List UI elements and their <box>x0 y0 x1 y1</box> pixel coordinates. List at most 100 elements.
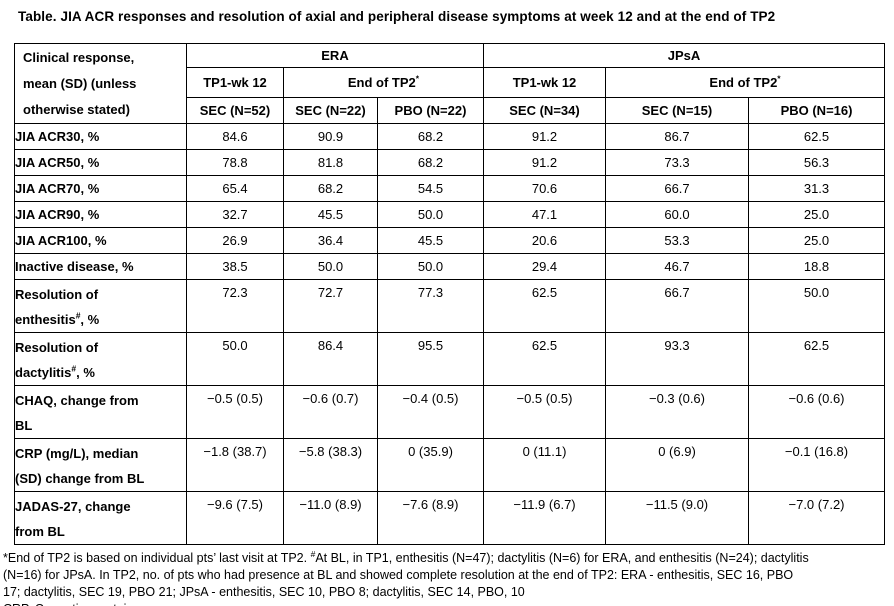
row-label: Resolution of enthesitis#, % <box>14 279 187 333</box>
data-cell: 62.5 <box>747 332 886 386</box>
data-cell: 25.0 <box>747 227 886 254</box>
data-cell: −11.9 (6.7) <box>483 491 606 545</box>
row-label: JIA ACR50, % <box>14 149 187 176</box>
row-label-line2: enthesitis#, % <box>15 307 186 332</box>
data-cell: 45.5 <box>377 227 484 254</box>
header-era-end-text: End of TP2 <box>347 74 416 90</box>
data-cell: 93.3 <box>605 332 749 386</box>
data-cell: −9.6 (7.5) <box>186 491 284 545</box>
table-row-acr50: JIA ACR50, % 78.8 81.8 68.2 91.2 73.3 56… <box>14 149 886 176</box>
footnote-text: *End of TP2 is based on individual pts’ … <box>3 551 311 565</box>
data-cell: 62.5 <box>483 332 606 386</box>
header-clinical-response: Clinical response, mean (SD) (unless oth… <box>14 43 187 124</box>
data-cell: 91.2 <box>483 149 606 176</box>
table-row-resolution-enthesitis: Resolution of enthesitis#, % 72.3 72.7 7… <box>14 279 886 333</box>
row-label-line1: Resolution of <box>15 340 99 355</box>
data-cell: −0.1 (16.8) <box>747 438 886 492</box>
header-col-era-sec22: SEC (N=22) <box>283 96 378 125</box>
table-row-acr90: JIA ACR90, % 32.7 45.5 50.0 47.1 60.0 25… <box>14 201 886 228</box>
row-label: JADAS-27, change from BL <box>14 491 187 545</box>
data-cell: 26.9 <box>186 227 284 254</box>
header-col0-line1: Clinical response, <box>23 50 135 65</box>
data-cell: 31.3 <box>747 175 886 202</box>
table-row-acr100: JIA ACR100, % 26.9 36.4 45.5 20.6 53.3 2… <box>14 227 886 254</box>
row-label: JIA ACR30, % <box>14 123 187 150</box>
data-cell: −1.8 (38.7) <box>186 438 284 492</box>
data-cell: 0 (6.9) <box>605 438 749 492</box>
header-era-end-of-tp2: End of TP2* <box>283 67 484 98</box>
hash-superscript: # <box>310 548 316 559</box>
data-cell: 68.2 <box>283 175 378 202</box>
results-table: Clinical response, mean (SD) (unless oth… <box>14 42 886 545</box>
data-cell: 0 (35.9) <box>377 438 484 492</box>
data-cell: 77.3 <box>377 279 484 333</box>
data-cell: 91.2 <box>483 123 606 150</box>
data-cell: 66.7 <box>605 279 749 333</box>
data-cell: 50.0 <box>377 201 484 228</box>
row-label: CHAQ, change from BL <box>14 385 187 439</box>
header-col-era-pbo22: PBO (N=22) <box>377 96 484 125</box>
row-label: JIA ACR100, % <box>14 227 187 254</box>
data-cell: 32.7 <box>186 201 284 228</box>
header-col-jpsa-pbo16: PBO (N=16) <box>747 96 886 125</box>
data-cell: 50.0 <box>186 332 284 386</box>
row-label-text: enthesitis <box>15 312 76 327</box>
data-cell: 50.0 <box>747 279 886 333</box>
data-cell: 68.2 <box>377 149 484 176</box>
header-row-timepoints: TP1-wk 12 End of TP2* TP1-wk 12 End of T… <box>15 67 886 98</box>
row-label-line2: from BL <box>15 524 65 539</box>
data-cell: 66.7 <box>605 175 749 202</box>
data-cell: 84.6 <box>186 123 284 150</box>
footnote-line2: (N=16) for JPsA. In TP2, no. of pts who … <box>3 568 794 582</box>
header-jpsa-tp1wk12: TP1-wk 12 <box>483 67 606 98</box>
header-group-jpsa: JPsA <box>482 42 886 69</box>
header-jpsa-end-of-tp2: End of TP2* <box>604 67 886 98</box>
header-col0-line2: mean (SD) (unless <box>23 76 137 91</box>
row-label-line1: Resolution of <box>15 287 99 302</box>
header-row-groups: Clinical response, mean (SD) (unless oth… <box>14 42 886 124</box>
data-cell: 36.4 <box>283 227 378 254</box>
data-cell: −11.5 (9.0) <box>605 491 749 545</box>
data-cell: 72.3 <box>186 279 284 333</box>
data-cell: −5.8 (38.3) <box>283 438 378 492</box>
header-row-arms: SEC (N=52) SEC (N=22) PBO (N=22) SEC (N=… <box>15 96 886 125</box>
data-cell: 90.9 <box>283 123 378 150</box>
data-cell: 50.0 <box>377 253 484 280</box>
data-cell: 38.5 <box>186 253 284 280</box>
data-cell: 65.4 <box>186 175 284 202</box>
data-cell: 53.3 <box>605 227 749 254</box>
table-row-jadas27: JADAS-27, change from BL −9.6 (7.5) −11.… <box>14 491 886 545</box>
header-col-era-sec52: SEC (N=52) <box>186 96 284 125</box>
data-cell: 25.0 <box>747 201 886 228</box>
data-cell: 46.7 <box>605 253 749 280</box>
footnote-text: At BL, in TP1, enthesitis (N=47); dactyl… <box>315 551 809 565</box>
row-label-text: , % <box>80 312 100 327</box>
table-row-inactive-disease: Inactive disease, % 38.5 50.0 50.0 29.4 … <box>14 253 886 280</box>
data-cell: 95.5 <box>377 332 484 386</box>
asterisk-superscript: * <box>415 73 420 84</box>
footnote: *End of TP2 is based on individual pts’ … <box>3 550 890 606</box>
data-cell: 68.2 <box>377 123 484 150</box>
data-cell: 72.7 <box>283 279 378 333</box>
header-group-era: ERA <box>186 42 484 69</box>
data-cell: 18.8 <box>747 253 886 280</box>
row-label: Inactive disease, % <box>14 253 187 280</box>
row-label-text: , % <box>76 365 95 380</box>
data-cell: 45.5 <box>283 201 378 228</box>
data-cell: 62.5 <box>747 123 886 150</box>
footnote-line4: CRP, C-reactive protein <box>3 601 890 606</box>
row-label: JIA ACR90, % <box>14 201 187 228</box>
table-row-crp: CRP (mg/L), median (SD) change from BL −… <box>14 438 886 492</box>
header-col-jpsa-sec34: SEC (N=34) <box>483 96 606 125</box>
data-cell: −7.0 (7.2) <box>747 491 886 545</box>
table-row-resolution-dactylitis: Resolution of dactylitis#, % 50.0 86.4 9… <box>14 332 886 386</box>
table-row-acr30: JIA ACR30, % 84.6 90.9 68.2 91.2 86.7 62… <box>14 123 886 150</box>
row-label: CRP (mg/L), median (SD) change from BL <box>14 438 187 492</box>
row-label-line2: dactylitis#, % <box>15 360 186 385</box>
header-jpsa-end-text: End of TP2 <box>709 74 778 90</box>
row-label: JIA ACR70, % <box>14 175 187 202</box>
data-cell: 62.5 <box>483 279 606 333</box>
header-col-jpsa-sec15: SEC (N=15) <box>605 96 749 125</box>
data-cell: 60.0 <box>605 201 749 228</box>
